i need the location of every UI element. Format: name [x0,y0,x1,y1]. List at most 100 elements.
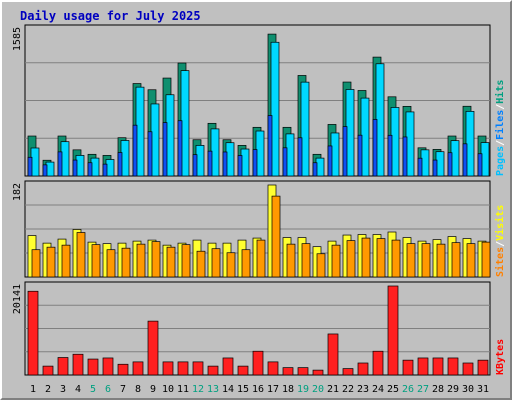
visits-bar-sites-day-11 [181,244,191,278]
visits-bar-sites-day-9 [151,241,161,278]
visits-bar-sites-day-26 [406,243,416,278]
visits-series-label-part: Visits [494,205,506,241]
hits-series-label-part: Pages [495,146,506,176]
visits-bar-sites-day-14 [226,252,236,278]
visits-bar-sites-day-20 [316,253,326,278]
visits-bar-sites-day-4 [76,232,86,278]
hits-bar-pages-day-7 [117,152,123,177]
day-label-5: 5 [90,384,96,395]
day-label-9: 9 [150,384,156,395]
hits-bar-pages-day-14 [222,151,228,177]
day-label-18: 18 [282,384,294,395]
kbytes-bar-kbytes-day-28 [432,357,444,376]
kbytes-bar-kbytes-day-7 [117,363,129,376]
hits-bar-pages-day-15 [237,155,243,177]
hits-bar-pages-day-16 [252,149,258,177]
day-label-28: 28 [432,384,444,395]
visits-bar-sites-day-29 [451,242,461,278]
hits-series-label-part: / [495,140,506,146]
day-label-29: 29 [447,384,459,395]
hits-bar-pages-day-24 [372,119,378,177]
day-label-17: 17 [267,384,279,395]
kbytes-bar-kbytes-day-14 [222,357,234,376]
visits-bar-sites-day-24 [376,238,386,278]
hits-bar-pages-day-2 [42,164,48,177]
visits-series-label-part: / [495,241,506,247]
kbytes-bar-kbytes-day-8 [132,361,144,376]
hits-bar-pages-day-1 [27,156,33,177]
kbytes-bar-kbytes-day-26 [402,359,414,376]
hits-bar-pages-day-10 [162,122,168,177]
kbytes-series-label: KBytes [495,339,506,375]
hits-bar-pages-day-18 [282,147,288,177]
hits-bar-pages-day-17 [267,115,273,177]
hits-bar-pages-day-22 [342,126,348,177]
hits-max-label: 1585 [12,27,23,51]
visits-bar-sites-day-6 [106,249,116,278]
kbytes-bar-kbytes-day-16 [252,350,264,376]
visits-bar-sites-day-8 [136,243,146,278]
day-label-31: 31 [477,384,489,395]
hits-bar-pages-day-26 [402,136,408,177]
day-label-11: 11 [177,384,189,395]
kbytes-bar-kbytes-day-3 [57,357,69,376]
hits-bar-pages-day-6 [102,163,108,177]
hits-bar-pages-day-30 [462,143,468,177]
day-label-6: 6 [105,384,111,395]
day-label-23: 23 [357,384,369,395]
visits-bar-sites-day-23 [361,237,371,278]
day-label-22: 22 [342,384,354,395]
hits-bar-pages-day-3 [57,151,63,177]
kbytes-bar-kbytes-day-19 [297,367,309,376]
kbytes-bar-kbytes-day-30 [462,362,474,376]
kbytes-bar-kbytes-day-11 [177,361,189,376]
day-label-16: 16 [252,384,264,395]
kbytes-bar-kbytes-day-1 [27,290,39,376]
kbytes-bar-kbytes-day-12 [192,361,204,376]
kbytes-bar-kbytes-day-9 [147,320,159,376]
day-label-26: 26 [402,384,414,395]
kbytes-bar-kbytes-day-27 [417,357,429,376]
kbytes-bar-kbytes-day-5 [87,358,99,376]
visits-series-label-part: Sites [494,247,506,277]
kbytes-bar-kbytes-day-24 [372,350,384,376]
hits-bar-pages-day-11 [177,120,183,177]
day-label-14: 14 [222,384,234,395]
hits-bar-pages-day-27 [417,157,423,177]
hits-bar-pages-day-12 [192,154,198,177]
kbytes-bar-kbytes-day-20 [312,369,324,376]
hits-bar-pages-day-4 [72,159,78,177]
visits-bar-sites-day-17 [271,195,281,278]
day-label-12: 12 [192,384,204,395]
chart-title: Daily usage for July 2025 [20,9,201,23]
hits-bar-files-day-19 [300,81,310,177]
day-label-30: 30 [462,384,474,395]
kbytes-bar-kbytes-day-21 [327,333,339,376]
visits-bar-sites-day-1 [31,249,41,278]
day-label-19: 19 [297,384,309,395]
day-label-13: 13 [207,384,219,395]
visits-bar-sites-day-16 [256,239,266,278]
hits-bar-pages-day-29 [447,152,453,177]
hits-bar-pages-day-21 [327,145,333,177]
kbytes-series-label-part: KBytes [495,339,506,375]
kbytes-bar-kbytes-day-22 [342,368,354,376]
hits-bar-pages-day-13 [207,150,213,177]
day-label-8: 8 [135,384,141,395]
visits-bar-sites-day-21 [331,244,341,278]
kbytes-max-label: 20141 [12,284,23,314]
day-label-4: 4 [75,384,81,395]
day-label-15: 15 [237,384,249,395]
hits-series-label-part: Files [494,110,506,140]
day-label-24: 24 [372,384,384,395]
kbytes-bar-kbytes-day-18 [282,367,294,376]
hits-bar-pages-day-19 [297,137,303,177]
kbytes-bar-kbytes-day-31 [477,359,489,376]
hits-bar-pages-day-23 [357,134,363,177]
visits-bar-sites-day-22 [346,240,356,278]
visits-bar-sites-day-25 [391,239,401,278]
visits-bar-sites-day-13 [211,248,221,278]
visits-bar-sites-day-5 [91,244,101,278]
kbytes-bar-kbytes-day-29 [447,357,459,376]
